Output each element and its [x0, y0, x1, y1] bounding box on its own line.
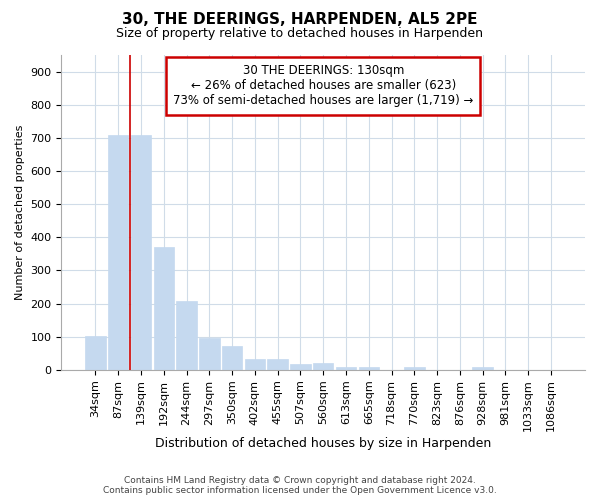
Bar	[290, 364, 311, 370]
Bar	[154, 247, 174, 370]
Bar	[313, 363, 334, 370]
Bar	[176, 301, 197, 370]
Bar	[472, 366, 493, 370]
Bar	[199, 338, 220, 370]
Bar	[85, 336, 106, 370]
Bar	[108, 134, 128, 370]
Y-axis label: Number of detached properties: Number of detached properties	[15, 124, 25, 300]
Bar	[222, 346, 242, 370]
Text: 30 THE DEERINGS: 130sqm
← 26% of detached houses are smaller (623)
73% of semi-d: 30 THE DEERINGS: 130sqm ← 26% of detache…	[173, 64, 473, 108]
Bar	[131, 134, 151, 370]
X-axis label: Distribution of detached houses by size in Harpenden: Distribution of detached houses by size …	[155, 437, 491, 450]
Bar	[404, 367, 425, 370]
Bar	[268, 359, 288, 370]
Bar	[336, 367, 356, 370]
Bar	[245, 359, 265, 370]
Text: Contains HM Land Registry data © Crown copyright and database right 2024.
Contai: Contains HM Land Registry data © Crown c…	[103, 476, 497, 495]
Bar	[359, 366, 379, 370]
Text: 30, THE DEERINGS, HARPENDEN, AL5 2PE: 30, THE DEERINGS, HARPENDEN, AL5 2PE	[122, 12, 478, 28]
Text: Size of property relative to detached houses in Harpenden: Size of property relative to detached ho…	[116, 28, 484, 40]
